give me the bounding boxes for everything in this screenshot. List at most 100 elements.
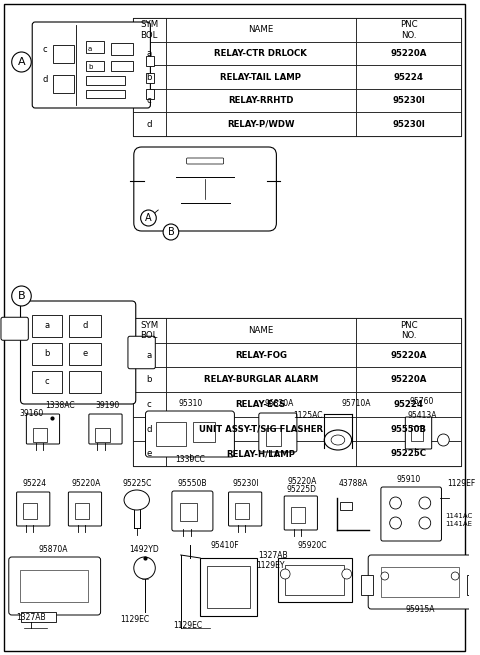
Text: e: e (146, 449, 152, 458)
Text: 95310: 95310 (179, 400, 203, 409)
Text: c: c (45, 377, 49, 386)
Circle shape (12, 52, 31, 72)
Bar (265, 428, 281, 446)
Ellipse shape (324, 430, 351, 450)
Text: 95230I: 95230I (233, 479, 259, 489)
Text: 95225C: 95225C (391, 449, 427, 458)
Text: d: d (82, 322, 88, 331)
Text: b: b (88, 64, 92, 70)
Bar (69, 315, 101, 337)
Bar (166, 367, 356, 392)
Circle shape (438, 434, 449, 446)
Bar (32, 371, 61, 393)
Bar (86, 76, 125, 85)
Text: 95224: 95224 (394, 73, 423, 81)
Bar (53, 75, 74, 93)
Text: RELAY-CTR DRLOCK: RELAY-CTR DRLOCK (215, 49, 307, 58)
Text: 95230I: 95230I (392, 96, 425, 105)
Bar (356, 343, 461, 367)
Text: RELAY-TAIL LAMP: RELAY-TAIL LAMP (220, 73, 301, 81)
Bar (291, 507, 305, 523)
Bar (133, 392, 166, 417)
Bar (166, 66, 356, 89)
Text: 95230I: 95230I (392, 120, 425, 128)
Bar (356, 441, 461, 466)
Text: RELAY-P/WDW: RELAY-P/WDW (227, 120, 295, 128)
Text: A: A (145, 213, 152, 223)
Text: RELAY-RRHTD: RELAY-RRHTD (228, 96, 294, 105)
Text: b: b (44, 350, 49, 358)
Text: 1338AC: 1338AC (45, 402, 74, 411)
Bar (69, 371, 101, 393)
Text: RELAY-FOG: RELAY-FOG (235, 350, 287, 360)
Bar (133, 417, 166, 441)
Text: 95220A: 95220A (390, 350, 427, 360)
Text: a: a (88, 46, 92, 52)
Bar (180, 503, 197, 521)
Text: 1129EC: 1129EC (120, 616, 149, 624)
Text: A: A (18, 57, 25, 67)
Bar (166, 318, 356, 343)
Bar (133, 42, 166, 66)
Text: 95220A: 95220A (390, 375, 427, 384)
FancyBboxPatch shape (1, 317, 28, 340)
Bar (86, 41, 104, 53)
Bar (361, 575, 373, 595)
Circle shape (381, 572, 389, 580)
Bar (166, 417, 356, 441)
Bar (356, 392, 461, 417)
Circle shape (141, 210, 156, 226)
Bar (381, 567, 459, 597)
Text: 95550B: 95550B (391, 424, 427, 434)
Bar (133, 113, 166, 136)
Bar (133, 318, 166, 343)
Text: 96820A: 96820A (264, 400, 294, 409)
Text: b: b (146, 375, 152, 384)
FancyBboxPatch shape (89, 414, 122, 444)
FancyBboxPatch shape (172, 491, 213, 531)
Circle shape (280, 569, 290, 579)
Text: 95413A: 95413A (407, 411, 437, 421)
Text: RELAY-H/LAMP: RELAY-H/LAMP (226, 449, 295, 458)
Text: NAME: NAME (248, 26, 274, 34)
Text: 1339CC: 1339CC (176, 455, 205, 464)
Text: UNIT ASSY-T/SIG FLASHER: UNIT ASSY-T/SIG FLASHER (199, 424, 323, 434)
Bar (166, 441, 356, 466)
Text: e: e (83, 350, 87, 358)
Bar (356, 66, 461, 89)
FancyBboxPatch shape (134, 147, 276, 231)
FancyBboxPatch shape (68, 492, 102, 526)
Text: B: B (168, 227, 174, 237)
Text: d: d (146, 120, 152, 128)
Text: c: c (147, 96, 152, 105)
Bar (207, 566, 250, 608)
Bar (133, 441, 166, 466)
Bar (166, 18, 356, 42)
Text: 1141AC: 1141AC (445, 513, 473, 519)
Bar (145, 73, 154, 83)
FancyBboxPatch shape (32, 22, 150, 108)
Text: 95220A: 95220A (287, 477, 316, 487)
FancyBboxPatch shape (128, 336, 156, 369)
FancyBboxPatch shape (368, 555, 472, 609)
Bar (156, 422, 186, 446)
Text: 1125AC: 1125AC (293, 411, 322, 421)
Text: SYM
BOL: SYM BOL (140, 321, 158, 340)
Text: 39190: 39190 (96, 402, 120, 411)
Circle shape (163, 224, 179, 240)
Text: 95225C: 95225C (122, 479, 151, 489)
Bar (235, 503, 249, 519)
Text: 95920C: 95920C (298, 540, 327, 550)
FancyBboxPatch shape (187, 158, 224, 164)
Text: 95710A: 95710A (342, 400, 371, 409)
Bar (145, 89, 154, 99)
Text: RELAY-ECS: RELAY-ECS (236, 400, 286, 409)
Text: 1129EC: 1129EC (173, 622, 202, 631)
Bar (356, 89, 461, 113)
Text: 95224: 95224 (22, 479, 46, 489)
Bar (133, 89, 166, 113)
Circle shape (390, 517, 401, 529)
FancyBboxPatch shape (26, 414, 60, 444)
Bar (111, 61, 133, 71)
Bar (356, 113, 461, 136)
